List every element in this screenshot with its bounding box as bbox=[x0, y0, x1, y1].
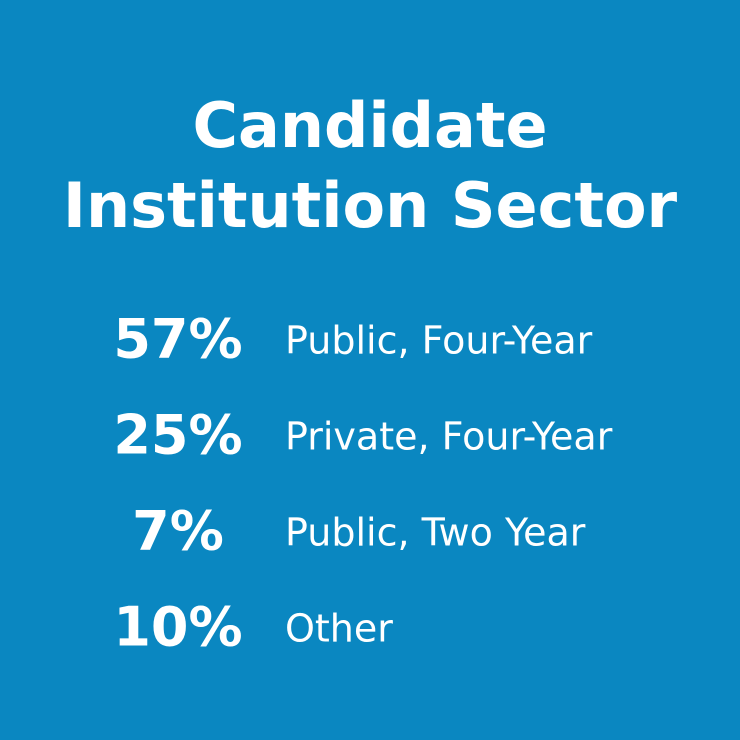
stat-label: Public, Four-Year bbox=[285, 319, 593, 363]
stat-value: 10% bbox=[113, 596, 242, 659]
stat-value: 7% bbox=[132, 500, 224, 563]
stat-label: Private, Four-Year bbox=[285, 415, 613, 459]
stat-label: Public, Two Year bbox=[285, 511, 586, 555]
title-line: Institution Sector bbox=[63, 169, 678, 242]
stat-value: 25% bbox=[113, 404, 242, 467]
title-line: Candidate bbox=[192, 89, 547, 162]
stat-label: Other bbox=[285, 607, 393, 651]
stat-value: 57% bbox=[113, 308, 242, 371]
